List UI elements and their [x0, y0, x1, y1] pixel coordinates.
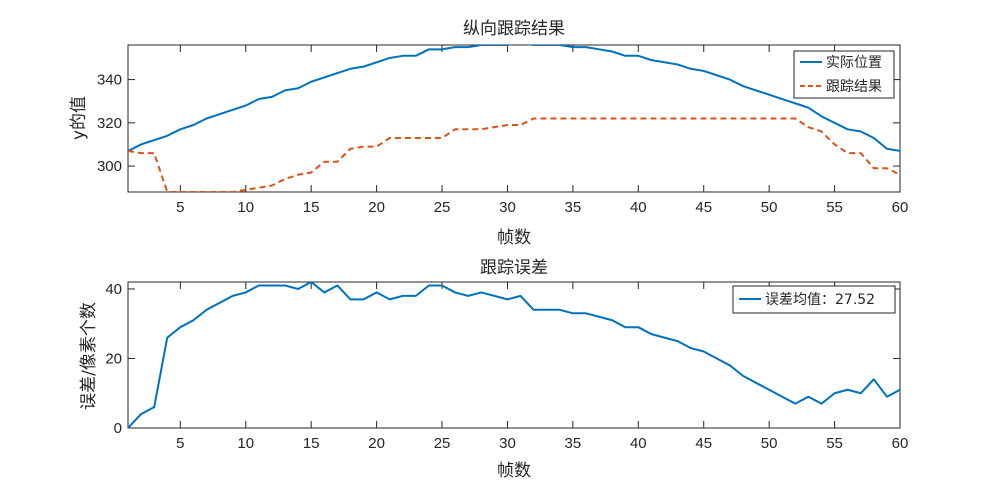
x-tick-label: 5 — [176, 435, 184, 452]
x-tick-label: 55 — [826, 435, 843, 452]
series-line-2 — [128, 117, 900, 192]
x-tick-label: 5 — [176, 199, 184, 216]
x-tick-label: 30 — [499, 435, 516, 452]
x-tick-label: 60 — [892, 199, 909, 216]
chart-2-title: 跟踪误差 — [480, 258, 548, 278]
x-tick-label: 55 — [826, 199, 843, 216]
y-tick-label: 340 — [97, 72, 122, 89]
chart-2-x-ticks: 5 10 15 20 25 30 35 40 45 50 55 60 — [176, 282, 908, 452]
y-tick-label: 320 — [97, 115, 122, 132]
x-tick-label: 60 — [892, 435, 909, 452]
x-tick-label: 20 — [368, 199, 385, 216]
chart-2-ylabel: 误差/像素个数 — [79, 302, 99, 410]
x-tick-label: 30 — [499, 199, 516, 216]
x-tick-label: 35 — [565, 199, 582, 216]
x-tick-label: 35 — [565, 435, 582, 452]
chart-1-title: 纵向跟踪结果 — [463, 19, 565, 39]
chart-1-legend: 实际位置 跟踪结果 — [793, 50, 895, 99]
chart-1-legend-box — [793, 50, 895, 99]
x-tick-label: 40 — [630, 199, 647, 216]
x-tick-label: 45 — [695, 435, 712, 452]
y-tick-label: 0 — [114, 420, 122, 437]
x-tick-label: 25 — [434, 435, 451, 452]
chart-1: 纵向跟踪结果 帧数 y的值 5 10 15 20 25 30 35 40 45 50 55 60 30… — [69, 19, 908, 248]
chart-2-series — [128, 282, 900, 428]
chart-1-ylabel: y的值 — [69, 96, 89, 140]
chart-2: 跟踪误差 帧数 误差/像素个数 5 10 15 20 25 30 35 40 45 50 55 60 … — [79, 258, 908, 481]
chart-1-legend-actual: 实际位置 — [826, 55, 882, 71]
x-tick-label: 10 — [237, 199, 254, 216]
x-tick-label: 10 — [237, 435, 254, 452]
y-tick-label: 300 — [97, 158, 122, 175]
chart-2-xlabel: 帧数 — [497, 461, 531, 481]
x-tick-label: 45 — [695, 199, 712, 216]
y-tick-label: 40 — [105, 281, 122, 298]
chart-1-legend-tracked: 跟踪结果 — [826, 79, 882, 95]
series-line-1 — [128, 45, 900, 152]
chart-1-series — [128, 45, 900, 192]
x-tick-label: 15 — [303, 199, 320, 216]
chart-2-legend-mean: 误差均值：27.52 — [765, 292, 875, 308]
x-tick-label: 40 — [630, 435, 647, 452]
chart-2-y-ticks: 0 20 40 — [105, 281, 900, 437]
series-line-1 — [128, 282, 900, 428]
chart-2-legend: 误差均值：27.52 — [732, 285, 896, 314]
x-tick-label: 50 — [761, 199, 778, 216]
x-tick-label: 50 — [761, 435, 778, 452]
chart-1-x-ticks: 5 10 15 20 25 30 35 40 45 50 55 60 — [176, 45, 908, 216]
x-tick-label: 25 — [434, 199, 451, 216]
chart-1-xlabel: 帧数 — [497, 228, 531, 248]
chart-1-y-ticks: 300 320 340 — [97, 72, 900, 175]
x-tick-label: 15 — [303, 435, 320, 452]
y-tick-label: 20 — [105, 350, 122, 367]
x-tick-label: 20 — [368, 435, 385, 452]
